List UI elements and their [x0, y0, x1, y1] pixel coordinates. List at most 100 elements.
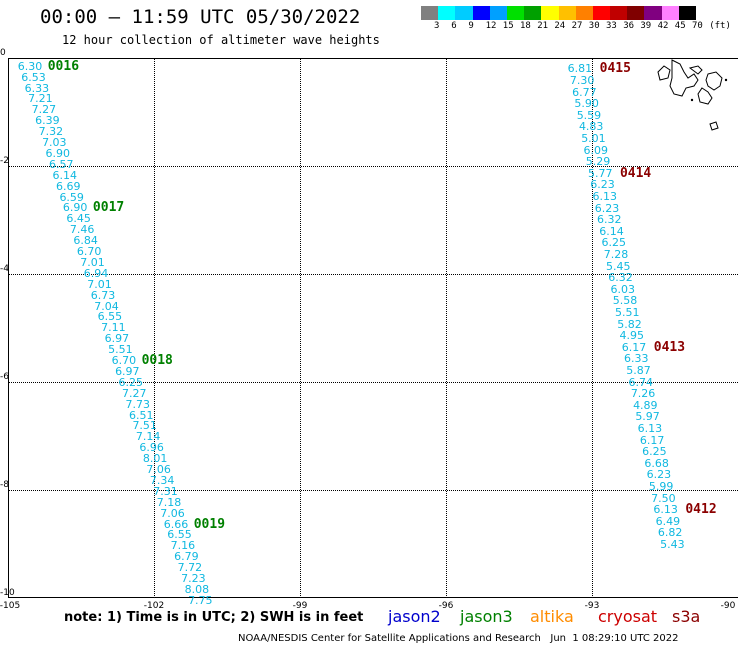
wave-height-label: 6.97: [104, 332, 130, 346]
wave-height-label: 7.21: [28, 92, 53, 106]
legend-item-s3a: s3a: [672, 607, 701, 626]
wave-height-label: 5.51: [615, 306, 640, 319]
scale-swatch: [489, 6, 507, 20]
wave-height-label: 6.23: [594, 201, 620, 215]
scale-swatch: [541, 6, 559, 20]
time-label: 0016: [47, 58, 80, 74]
wave-height-label: 7.73: [125, 397, 150, 411]
scale-swatch: [472, 6, 490, 20]
y-tick-label: 0: [0, 48, 6, 58]
grid-line-horizontal: [8, 490, 738, 491]
scale-label: 27: [571, 21, 583, 31]
wave-height-label: 5.97: [635, 410, 660, 424]
wave-height-label: 6.68: [644, 456, 669, 470]
wave-height-label: 6.55: [167, 528, 192, 542]
wave-height-label: 7.04: [94, 299, 119, 313]
wave-height-label: 6.59: [59, 190, 84, 204]
wave-height-label: 5.87: [626, 364, 651, 377]
wave-height-label: 7.27: [31, 103, 57, 117]
wave-height-label: 6.70: [111, 354, 137, 367]
scale-swatch: [627, 6, 645, 20]
wave-height-label: 7.06: [146, 463, 171, 476]
wave-height-label: 6.13: [592, 190, 617, 203]
scale-label: 70: [692, 21, 703, 31]
grid-line-vertical: [300, 58, 301, 598]
wave-height-label: 6.90: [45, 146, 71, 160]
wave-height-label: 7.50: [651, 491, 676, 505]
grid-line-horizontal: [8, 382, 738, 383]
wave-height-label: 6.73: [90, 288, 116, 302]
wave-height-label: 6.70: [76, 245, 102, 258]
wave-height-label: 6.17: [621, 340, 647, 354]
scale-label: 12: [485, 21, 497, 31]
wave-height-label: 6.32: [608, 271, 633, 285]
time-label: 0415: [599, 61, 631, 77]
wave-height-label: 7.75: [188, 593, 213, 607]
wave-height-label: 5.58: [612, 294, 638, 308]
x-tick-label: -99: [292, 601, 308, 611]
time-label: 0414: [619, 165, 652, 181]
wave-height-label: 5.90: [574, 97, 599, 111]
grid-line-horizontal: [8, 166, 738, 167]
grid-line-horizontal: [8, 274, 738, 275]
grid-line-vertical: [592, 58, 593, 598]
wave-height-label: 6.51: [128, 408, 154, 422]
wave-height-label: 7.28: [603, 248, 629, 261]
wave-height-label: 6.03: [610, 282, 636, 296]
wave-height-label: 5.01: [581, 132, 606, 145]
wave-height-label: 5.45: [606, 259, 631, 273]
wave-height-label: 6.53: [21, 70, 46, 84]
wave-height-label: 6.14: [599, 224, 624, 238]
wave-height-label: 7.18: [156, 495, 182, 509]
wave-height-label: 6.69: [55, 179, 81, 193]
note-text: note: 1) Time is in UTC; 2) SWH is in fe…: [64, 610, 364, 625]
legend-item-altika: altika: [530, 607, 574, 626]
scale-label: 21: [537, 21, 549, 31]
scale-swatch: [610, 6, 628, 20]
scale-swatch: [455, 6, 473, 20]
scale-label: 24: [554, 21, 566, 31]
scale-label: 9: [468, 21, 474, 31]
wave-height-label: 6.33: [24, 81, 50, 95]
wave-height-label: 6.32: [596, 213, 622, 227]
wave-height-label: 6.66: [163, 517, 189, 531]
wave-height-label: 6.17: [639, 433, 665, 447]
scale-swatch: [421, 6, 439, 20]
scale-label: (ft): [709, 21, 731, 31]
wave-height-label: 7.34: [149, 473, 175, 487]
wave-height-label: 7.16: [170, 539, 196, 553]
credit-line: NOAA/NESDIS Center for Satellite Applica…: [238, 633, 679, 644]
wave-height-label: 6.49: [655, 514, 681, 528]
scale-label: 42: [657, 21, 669, 31]
wave-height-label: 7.26: [630, 387, 656, 401]
x-tick-label: -93: [584, 601, 600, 611]
wave-height-label: 5.99: [648, 480, 674, 493]
legend-item-cryosat: cryosat: [598, 607, 658, 626]
wave-height-label: 6.84: [73, 234, 98, 248]
wave-height-label: 5.43: [660, 538, 685, 551]
y-tick-label: -10: [0, 588, 15, 598]
wave-height-label: 4.95: [619, 329, 645, 343]
wave-height-label: 6.33: [624, 352, 649, 366]
time-label: 0017: [92, 200, 125, 216]
wave-height-label: 6.25: [118, 375, 144, 389]
galapagos-islands-outline: [657, 59, 728, 131]
wave-height-label: 6.55: [97, 310, 123, 324]
wave-height-label: 5.51: [108, 343, 133, 357]
time-label: 0018: [141, 353, 173, 368]
wave-height-label: 6.81: [567, 62, 593, 76]
scale-swatch: [438, 6, 456, 20]
wave-height-label: 8.01: [142, 452, 168, 466]
wave-height-label: 5.77: [587, 166, 613, 180]
scale-swatch: [644, 6, 662, 20]
wave-height-label: 4.83: [578, 120, 604, 134]
map-plot-area: [8, 58, 738, 598]
time-label: 0019: [193, 516, 226, 532]
scale-label: 45: [674, 21, 686, 31]
wave-height-label: 6.25: [642, 445, 667, 459]
wave-height-label: 6.97: [115, 364, 140, 378]
wave-height-label: 7.31: [153, 484, 178, 498]
wave-height-label: 6.94: [83, 266, 109, 280]
wave-height-label: 6.82: [657, 526, 683, 540]
